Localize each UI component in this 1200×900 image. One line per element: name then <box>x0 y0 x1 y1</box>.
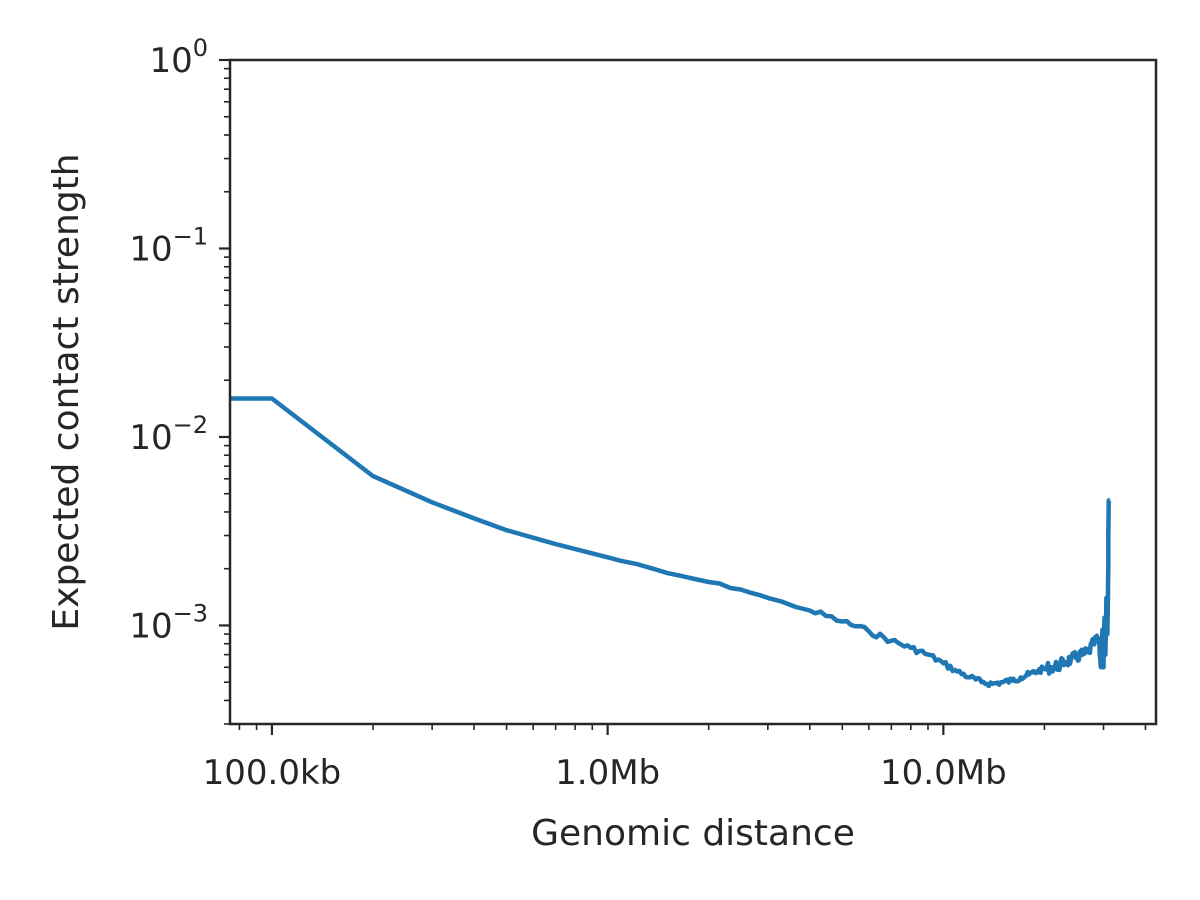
major-ticks <box>219 58 945 735</box>
y-tick-label: 10−1 <box>129 222 208 269</box>
x-tick-label: 100.0kb <box>203 753 342 793</box>
y-tick-exponent: 0 <box>193 34 208 62</box>
y-tick-exponent: −3 <box>173 599 208 627</box>
plot-frame <box>228 58 1158 726</box>
y-tick-label: 100 <box>149 34 208 81</box>
minor-ticks <box>224 67 1147 730</box>
x-axis-title: Genomic distance <box>531 813 855 854</box>
y-tick-label: 10−3 <box>129 599 208 646</box>
x-tick-label: 10.0Mb <box>880 753 1007 793</box>
y-tick-exponent: −2 <box>173 411 208 439</box>
y-tick-base: 10 <box>129 418 172 458</box>
y-tick-base: 10 <box>129 606 172 646</box>
y-axis-title: Expected contact strength <box>46 153 87 630</box>
y-tick-label: 10−2 <box>129 411 208 458</box>
x-tick-labels: 100.0kb 1.0Mb 10.0Mb <box>203 753 1007 793</box>
y-tick-exponent: −1 <box>173 222 208 250</box>
y-tick-base: 10 <box>149 41 192 81</box>
series-line <box>230 396 1111 689</box>
y-tick-base: 10 <box>129 229 172 269</box>
x-tick-label: 1.0Mb <box>555 753 660 793</box>
series-layer <box>230 396 1111 689</box>
